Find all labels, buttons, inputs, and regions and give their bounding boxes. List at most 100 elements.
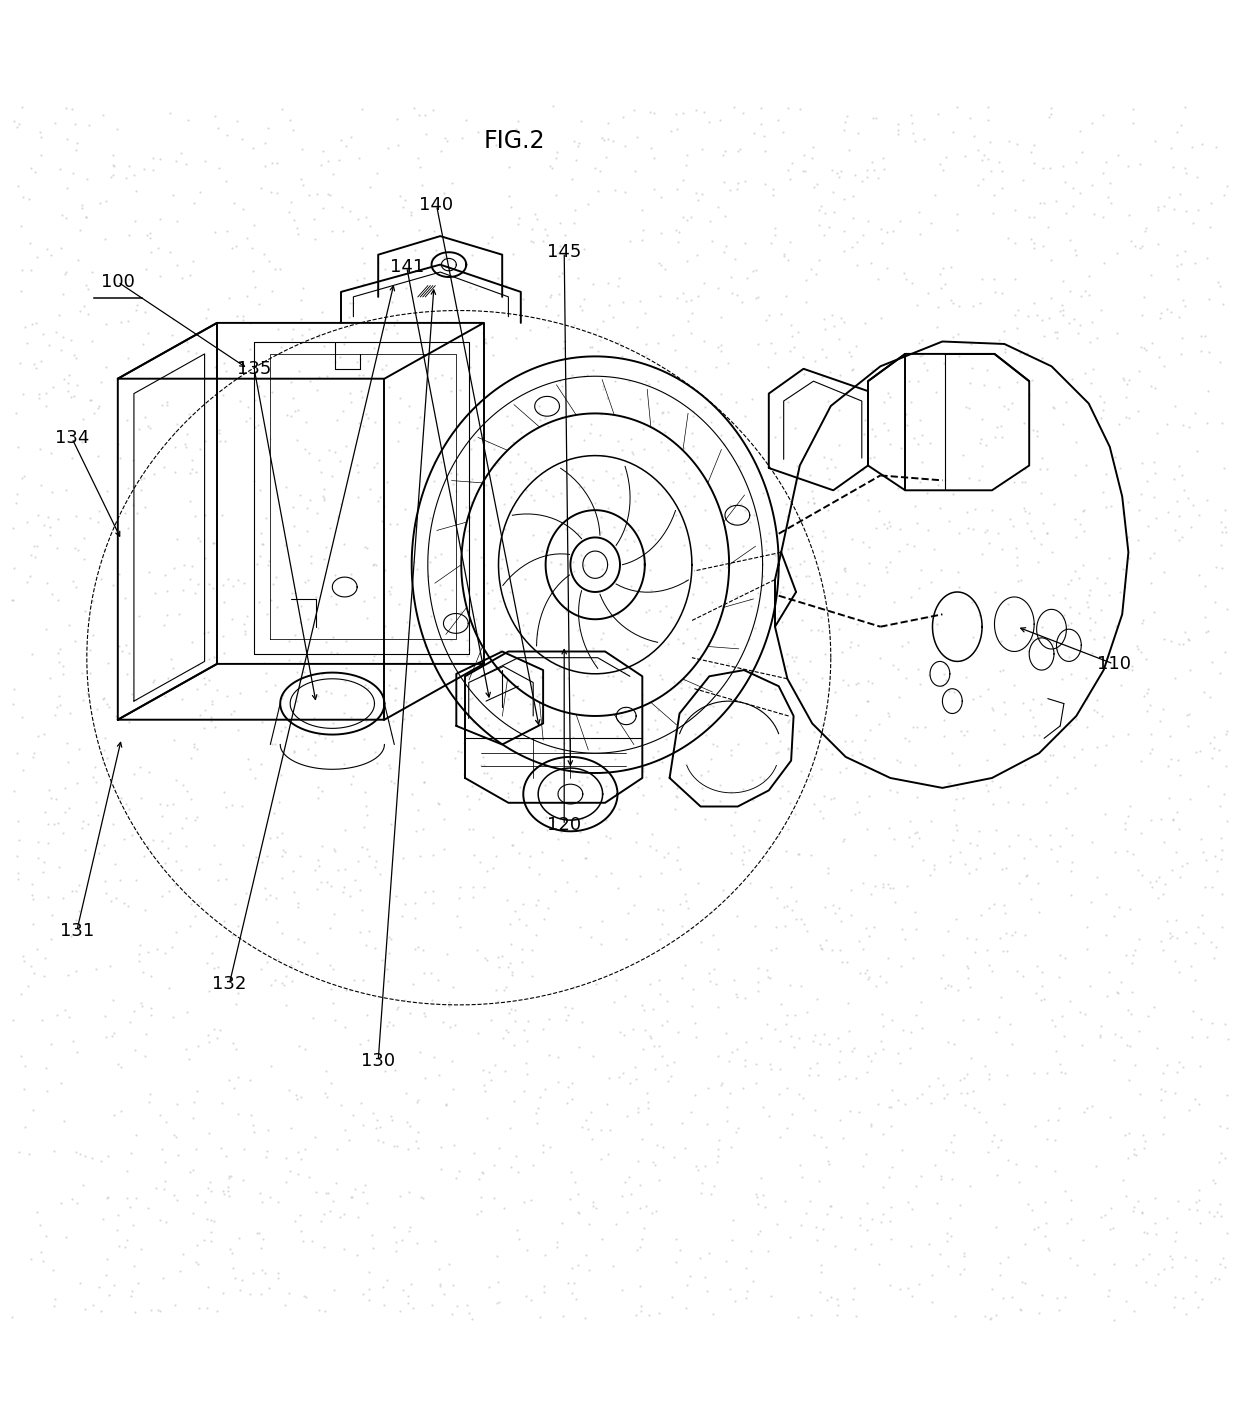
Point <box>683 485 703 508</box>
Point <box>365 741 384 763</box>
Point <box>655 421 675 444</box>
Point <box>618 1104 637 1127</box>
Point <box>574 1307 594 1330</box>
Point <box>1060 1189 1080 1212</box>
Point <box>73 408 93 431</box>
Point <box>324 958 343 980</box>
Point <box>882 1227 901 1250</box>
Point <box>603 665 622 688</box>
Point <box>66 138 86 161</box>
Point <box>1080 579 1100 602</box>
Point <box>58 751 78 773</box>
Point <box>1004 303 1024 325</box>
Point <box>606 1212 626 1234</box>
Point <box>511 776 531 799</box>
Point <box>46 1287 66 1310</box>
Point <box>408 799 428 822</box>
Point <box>613 106 632 128</box>
Point <box>1091 599 1111 622</box>
Point <box>548 1070 568 1093</box>
Point <box>1116 405 1136 428</box>
Point <box>1148 345 1168 368</box>
Point <box>291 1086 311 1109</box>
Point <box>859 719 879 742</box>
Point <box>74 1144 94 1167</box>
Point <box>657 842 677 865</box>
Point <box>365 321 384 344</box>
Point <box>143 147 162 170</box>
Point <box>600 1119 620 1142</box>
Point <box>890 1052 910 1075</box>
Point <box>1195 605 1215 628</box>
Point <box>796 270 816 293</box>
Point <box>1099 186 1118 208</box>
Point <box>588 721 608 743</box>
Point <box>434 1283 454 1306</box>
Point <box>501 933 521 956</box>
Point <box>1218 1027 1238 1050</box>
Point <box>135 1045 155 1067</box>
Point <box>252 1283 272 1306</box>
Point <box>888 113 908 136</box>
Point <box>730 455 750 478</box>
Point <box>744 121 764 144</box>
Point <box>547 147 567 170</box>
Point <box>884 591 904 614</box>
Point <box>367 452 387 475</box>
Point <box>73 1173 93 1196</box>
Point <box>335 875 355 898</box>
Point <box>285 1209 305 1232</box>
Point <box>279 1281 299 1304</box>
Point <box>131 478 151 501</box>
Point <box>603 467 622 489</box>
Point <box>316 1182 336 1204</box>
Point <box>1148 195 1168 218</box>
Point <box>665 719 684 742</box>
Point <box>1039 1239 1059 1261</box>
Point <box>822 939 842 962</box>
Point <box>205 220 224 243</box>
Point <box>1205 1172 1225 1194</box>
Point <box>521 1289 541 1311</box>
Point <box>83 589 103 612</box>
Point <box>86 755 105 778</box>
Point <box>52 204 72 227</box>
Point <box>341 126 361 148</box>
Point <box>82 1147 102 1170</box>
Point <box>89 1276 109 1299</box>
Point <box>396 498 415 521</box>
Point <box>211 1136 231 1159</box>
Point <box>335 858 355 880</box>
Point <box>216 170 236 193</box>
Point <box>357 803 377 826</box>
Point <box>334 1202 353 1224</box>
Point <box>842 1039 862 1062</box>
Point <box>1065 464 1085 487</box>
Point <box>1198 247 1218 270</box>
Point <box>71 218 91 241</box>
Point <box>712 334 732 357</box>
Point <box>883 220 903 243</box>
Point <box>288 892 308 915</box>
Point <box>971 846 991 869</box>
Point <box>324 625 343 648</box>
Point <box>1168 818 1188 841</box>
Point <box>1131 237 1151 260</box>
Point <box>733 535 753 558</box>
Point <box>910 990 930 1013</box>
Point <box>1040 157 1060 180</box>
Point <box>51 638 71 661</box>
Point <box>312 779 332 802</box>
Point <box>694 498 714 521</box>
Point <box>174 554 193 577</box>
Point <box>577 848 596 870</box>
Point <box>1203 1012 1223 1035</box>
Point <box>858 966 878 989</box>
Point <box>758 966 777 989</box>
Point <box>515 1079 534 1102</box>
Point <box>305 227 325 250</box>
Point <box>1137 1222 1157 1244</box>
Point <box>177 779 197 802</box>
Point <box>1116 811 1136 833</box>
Point <box>157 394 177 417</box>
